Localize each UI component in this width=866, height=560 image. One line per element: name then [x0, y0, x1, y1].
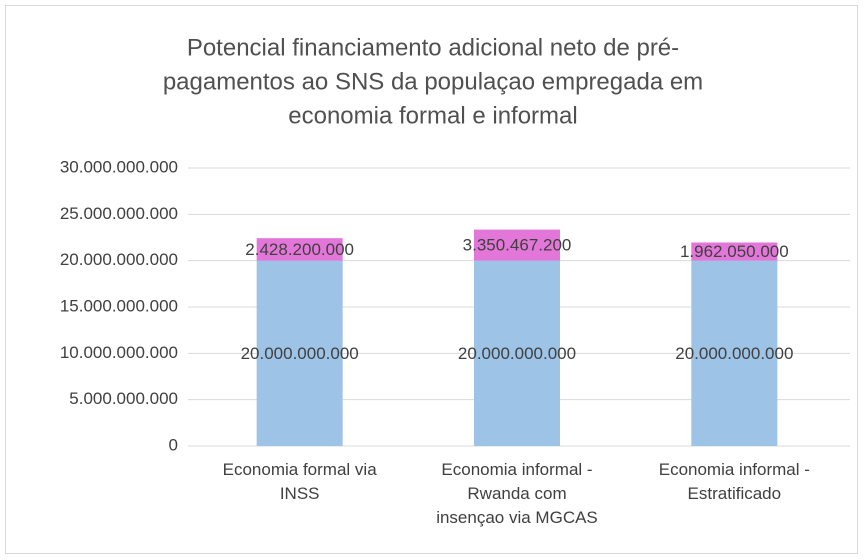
x-tick-label: Economia formal via INSS — [222, 460, 377, 503]
y-tick-label: 20.000.000.000 — [60, 250, 178, 269]
bar-segment — [256, 260, 343, 446]
bar-segment — [474, 229, 560, 261]
data-label: 1.962.050.000 — [680, 242, 789, 261]
y-tick-label: 25.000.000.000 — [60, 204, 178, 223]
y-tick-label: 10.000.000.000 — [60, 343, 178, 362]
data-label: 2.428.200.000 — [245, 240, 354, 259]
chart-title: pagamentos ao SNS da populaçao empregada… — [163, 68, 703, 95]
data-label: 20.000.000.000 — [675, 344, 793, 363]
data-label: 3.350.467.200 — [463, 236, 572, 255]
y-tick-label: 30.000.000.000 — [60, 157, 178, 176]
data-label: 20.000.000.000 — [458, 344, 576, 363]
y-tick-label: 15.000.000.000 — [60, 296, 178, 315]
chart-title: economia formal e informal — [288, 102, 577, 129]
bar-segment — [691, 260, 778, 446]
y-tick-label: 0 — [169, 435, 178, 454]
bar-segment — [474, 260, 560, 446]
chart-title: Potencial financiamento adicional neto d… — [187, 34, 679, 61]
bar-segment — [691, 242, 778, 261]
x-tick-label: Economia informal - Estratificado — [658, 460, 810, 503]
y-tick-label: 5.000.000.000 — [69, 389, 178, 408]
x-tick-label: Economia informal - Rwanda com insençao … — [436, 460, 598, 527]
data-label: 20.000.000.000 — [241, 344, 359, 363]
bar-segment — [256, 238, 343, 261]
